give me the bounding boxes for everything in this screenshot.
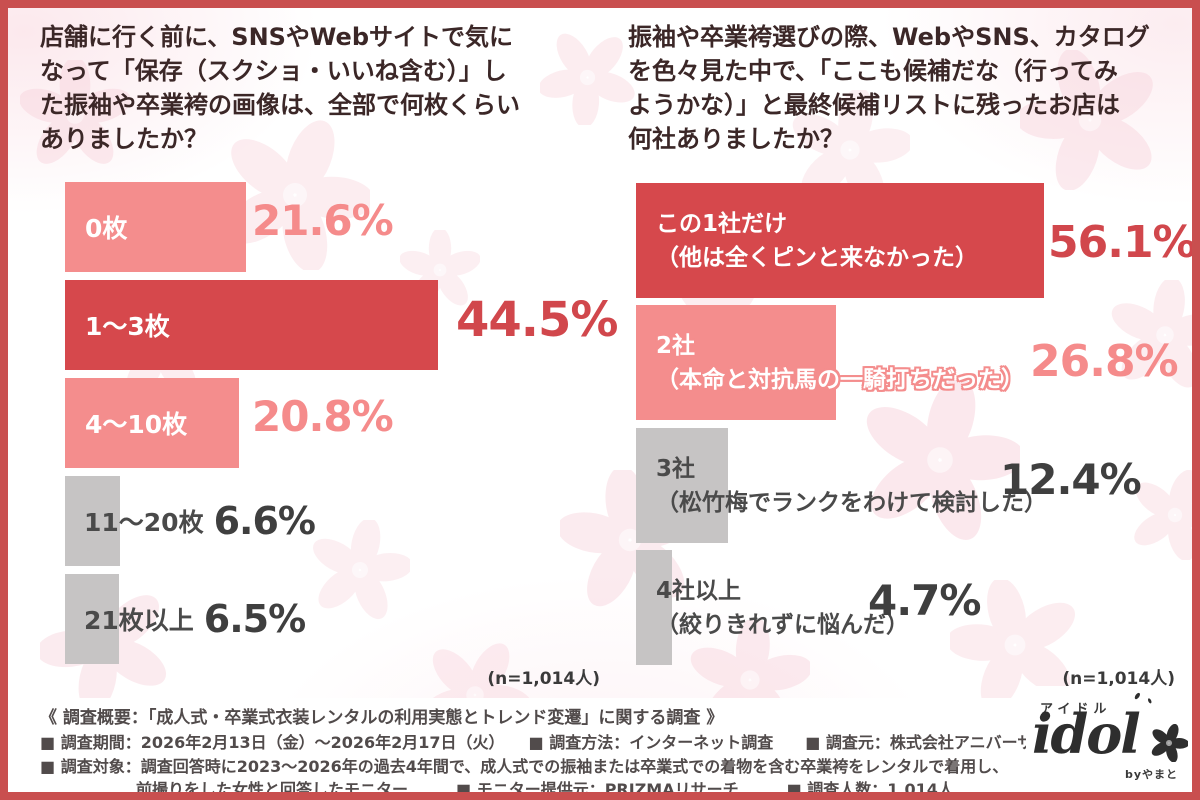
left-bar-1 bbox=[65, 280, 438, 370]
right-bar-3-label: 4社以上 （絞りきれずに悩んだ） bbox=[656, 577, 909, 638]
right-bar-2-label: 3社 （松竹梅でランクをわけて検討した） bbox=[656, 455, 1047, 516]
left-bar-1-percent: 44.5% bbox=[456, 292, 619, 348]
left-bar-3-label: 11〜20枚 bbox=[84, 508, 204, 537]
right-bar-1-label: 2社 （本命と対抗馬の一騎打ちだった） bbox=[656, 332, 1024, 393]
logo-wordmark: idol bbox=[1032, 702, 1141, 766]
right-bar-0 bbox=[636, 183, 1044, 298]
left-bar-0-label: 0枚 bbox=[85, 214, 128, 243]
right-bar-1-percent: 26.8% bbox=[1030, 336, 1179, 387]
right-bar-3-percent: 4.7% bbox=[868, 576, 981, 625]
left-bar-3 bbox=[65, 476, 120, 566]
left-bar-2 bbox=[65, 378, 239, 468]
right-bar-2 bbox=[636, 428, 728, 543]
logo-katakana: アイドル bbox=[1040, 702, 1112, 717]
footer bbox=[8, 698, 1192, 792]
left-bar-0 bbox=[65, 182, 246, 272]
left-bar-0-percent: 21.6% bbox=[252, 196, 394, 245]
right-bar-0-percent: 56.1% bbox=[1048, 217, 1197, 268]
sakura-petal-icon bbox=[1148, 698, 1152, 704]
right-bar-0-label: この1社だけ （他は全くピンと来なかった） bbox=[656, 210, 978, 271]
left-bar-4-percent: 6.5% bbox=[203, 597, 306, 641]
footer-survey-monitor-count: 前撮りをした女性と回答したモニター ■ モニター提供元：PRIZMAリサーチ ■… bbox=[40, 780, 954, 799]
logo-sakura-icon bbox=[1150, 724, 1188, 762]
left-chart-n-label: (n=1,014人) bbox=[487, 669, 600, 689]
left-bar-4-caption: 21枚以上 6.5% bbox=[84, 574, 306, 664]
left-bar-4-label: 21枚以上 bbox=[84, 606, 194, 635]
left-bar-3-caption: 11〜20枚 6.6% bbox=[84, 476, 316, 566]
left-bar-4 bbox=[65, 574, 119, 664]
right-chart-n-label: (n=1,014人) bbox=[1062, 669, 1175, 689]
right-bar-3 bbox=[636, 550, 672, 665]
left-bar-2-label: 4〜10枚 bbox=[85, 410, 188, 439]
left-chart-question: 店舗に行く前に、SNSやWebサイトで気に なって「保存（スクショ・いいね含む）… bbox=[40, 23, 520, 153]
right-bar-1 bbox=[636, 305, 836, 420]
footer-survey-overview: 《 調査概要：「成人式・卒業式衣装レンタルの利用実態とトレンド変遷」に関する調査… bbox=[40, 708, 724, 728]
footer-survey-target: ■ 調査対象：調査回答時に2023～2026年の過去4年間で、成人式での振袖また… bbox=[40, 757, 1009, 776]
logo: アイドル idol byやまと bbox=[1026, 686, 1192, 792]
left-bar-1-label: 1〜3枚 bbox=[85, 312, 170, 341]
sakura-petal-icon bbox=[1134, 692, 1140, 700]
footer-survey-period-method-source: ■ 調査期間：2026年2月13日（金）～2026年2月17日（火） ■ 調査方… bbox=[40, 733, 1066, 752]
left-bar-3-percent: 6.6% bbox=[213, 499, 316, 543]
right-bar-2-percent: 12.4% bbox=[1000, 455, 1142, 504]
logo-byline: byやまと bbox=[1124, 768, 1178, 781]
left-bar-2-percent: 20.8% bbox=[252, 392, 394, 441]
right-chart-question: 振袖や卒業袴選びの際、WebやSNS、カタログ を色々見た中で、「ここも候補だな… bbox=[628, 23, 1150, 153]
